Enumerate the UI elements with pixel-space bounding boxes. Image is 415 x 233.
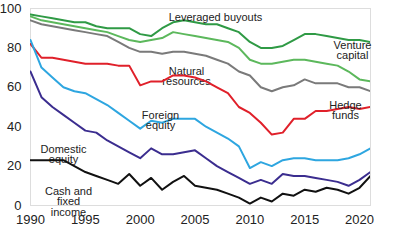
svg-text:1995: 1995 — [70, 211, 100, 227]
svg-text:Domesticequity: Domesticequity — [41, 143, 87, 165]
svg-text:60: 60 — [7, 79, 21, 94]
svg-text:80: 80 — [7, 40, 21, 55]
svg-text:1990: 1990 — [16, 212, 45, 227]
html-text:Natural: Natural — [168, 64, 205, 77]
svg-text:100: 100 — [0, 1, 22, 16]
svg-text:2005: 2005 — [181, 212, 210, 227]
svg-text:Foreignequity: Foreignequity — [142, 109, 179, 131]
svg-text:40: 40 — [7, 119, 21, 134]
svg-text:Hedgefunds: Hedgefunds — [329, 99, 361, 121]
svg-text:2010: 2010 — [235, 212, 264, 227]
html-text:resources: resources — [162, 75, 211, 88]
svg-text:2000: 2000 — [126, 212, 155, 227]
svg-text:2020: 2020 — [345, 212, 374, 227]
svg-text:20: 20 — [7, 158, 21, 173]
svg-text:Venturecapital: Venturecapital — [334, 39, 372, 61]
svg-text:Cash andfixedincome: Cash andfixedincome — [45, 185, 92, 218]
svg-text:0: 0 — [14, 198, 21, 213]
svg-text:2015: 2015 — [290, 212, 319, 227]
svg-text:Leveraged buyouts: Leveraged buyouts — [169, 11, 263, 23]
